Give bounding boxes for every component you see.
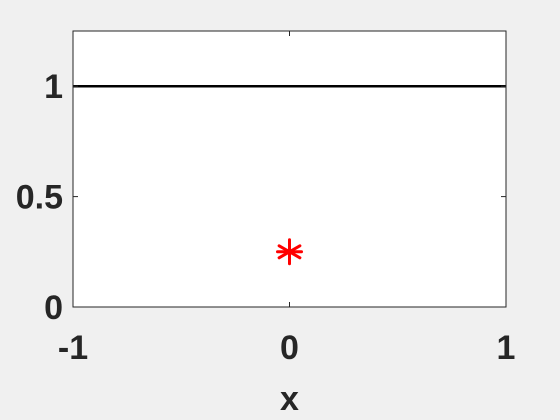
x-tick-label: 1 (497, 329, 516, 367)
x-axis-label: x (280, 380, 299, 418)
ticks-layer: 00.51-1 0 1 (16, 31, 516, 367)
y-tick-label: 0.5 (16, 179, 63, 217)
data-layer (73, 84, 506, 266)
plot-area (73, 31, 506, 307)
y-tick-label: 0 (44, 289, 63, 327)
x-tick-label: 0 (280, 329, 299, 367)
x-tick-label: -1 (58, 329, 88, 367)
y-tick-label: 1 (44, 68, 63, 106)
asterisk-marker (276, 238, 303, 266)
